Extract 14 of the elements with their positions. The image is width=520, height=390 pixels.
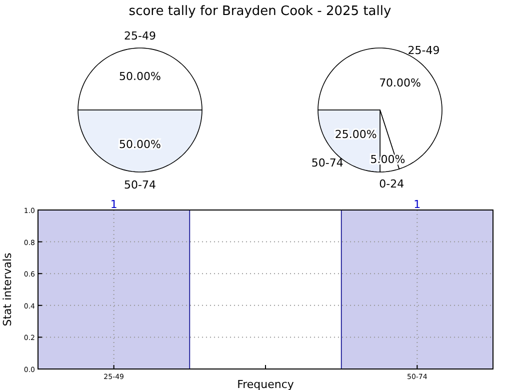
slice-label: 50-74 xyxy=(311,156,344,170)
data-label: 25.00% xyxy=(334,128,377,142)
slice-label: 25-49 xyxy=(408,44,440,57)
data-label: 50.00% xyxy=(119,70,161,83)
data-label: 1 xyxy=(414,198,421,211)
x-axis-title: Frequency xyxy=(237,378,294,390)
y-axis-title: Stat intervals xyxy=(1,252,14,326)
data-label: 70.00% xyxy=(379,76,422,90)
slice-label: 0-24 xyxy=(379,177,404,190)
slice-label: 25-49 xyxy=(124,30,156,43)
data-label: 1 xyxy=(110,198,118,211)
text: score tally for Brayden Cook - 2025 tally xyxy=(128,4,392,19)
data-label: 50.00% xyxy=(119,138,161,152)
slice-label: 50-74 xyxy=(124,178,156,192)
